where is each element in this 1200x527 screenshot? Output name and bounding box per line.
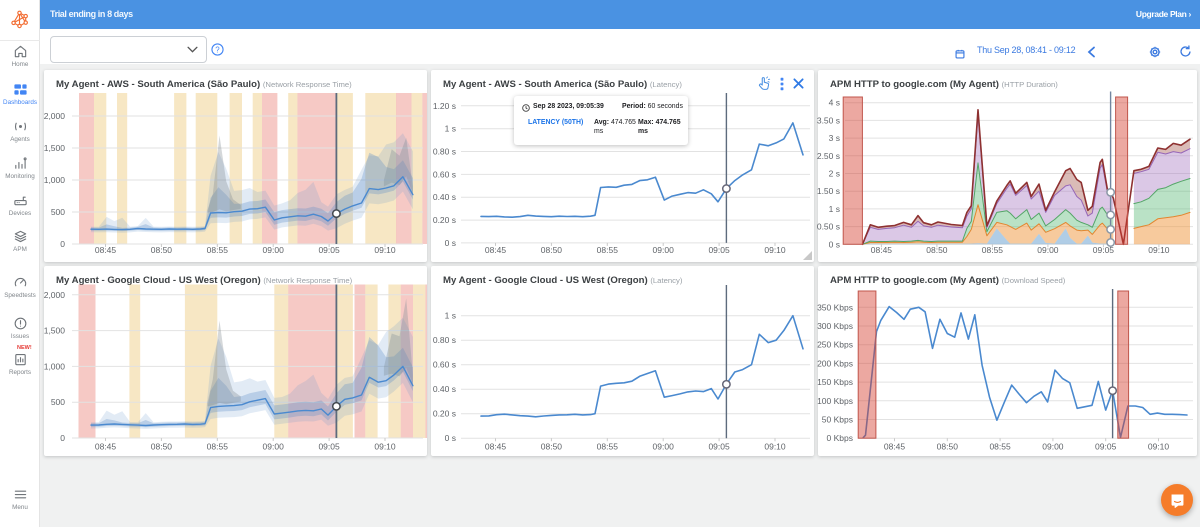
svg-text:?: ? — [215, 45, 220, 54]
